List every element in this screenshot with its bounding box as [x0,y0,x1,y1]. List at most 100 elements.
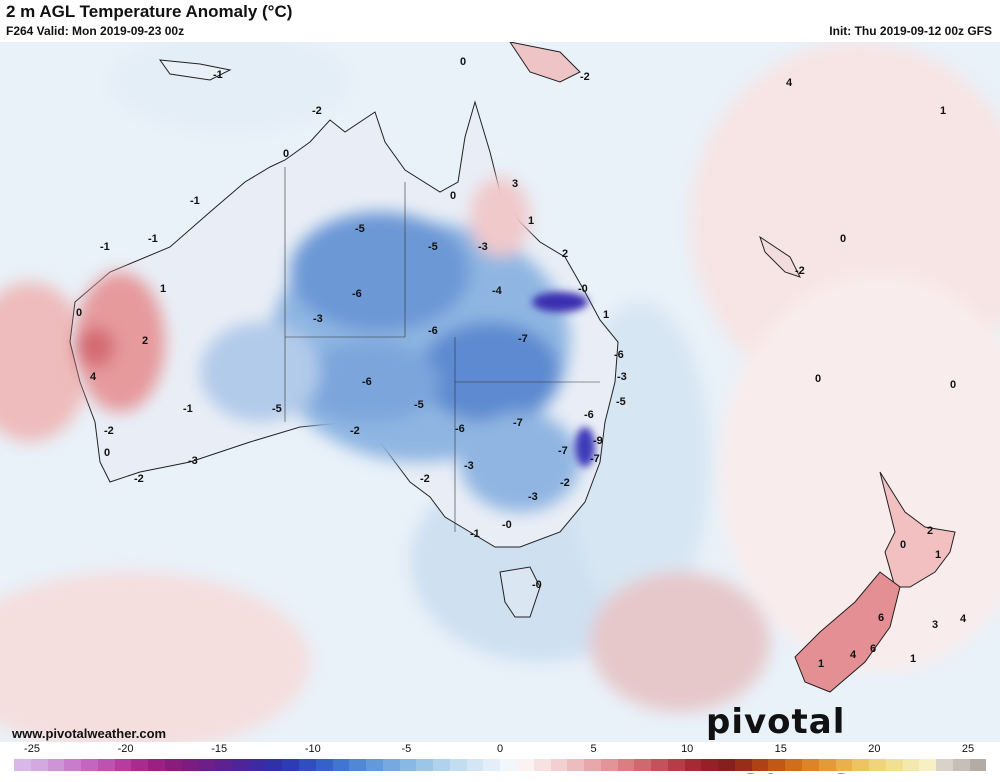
map-value-label: -3 [188,455,198,467]
colorbar-swatch [433,759,450,771]
map-value-label: -0 [502,519,512,531]
colorbar-swatch [416,759,434,771]
colorbar-swatch [449,759,467,771]
colorbar-swatch [600,759,618,771]
colorbar-swatch [14,759,31,771]
map-value-label: 0 [283,148,289,160]
colorbar-swatch [198,759,216,771]
map-value-label: -6 [455,423,465,435]
map-value-label: 3 [512,178,518,190]
colorbar-swatch [114,759,132,771]
map-value-label: 1 [528,215,534,227]
colorbar-swatch [500,759,517,771]
colorbar-swatch [952,759,970,771]
map-value-label: 2 [562,248,568,260]
map-value-label: -0 [532,579,542,591]
map-value-label: 1 [910,653,916,665]
map-value-label: -3 [528,491,538,503]
map-value-label: -3 [313,313,323,325]
map-value-label: 6 [870,643,876,655]
colorbar-swatch [667,759,685,771]
colorbar-swatches [14,759,987,771]
colorbar-tick-label: 25 [961,743,975,755]
colorbar-swatch [97,759,115,771]
colorbar-swatch [366,759,383,771]
map-value-label: -5 [616,396,626,408]
map-value-label: -3 [464,460,474,472]
anomaly-map[interactable]: -1 -2 -2 0 -1 -1 -1 0 1 0 2 4 -1 -2 0 -3 -2 -5 -5 -3 -6 -3 -4 -… [0,42,1000,742]
map-value-label: -2 [104,425,114,437]
map-value-label: -6 [428,325,438,337]
colorbar-tick-label: -5 [401,743,412,755]
colorbar-ticks: -25 -20 -15 -10 -5 0 5 10 15 20 25 [0,743,1000,757]
colorbar-swatch [131,759,149,771]
map-value-label: -5 [355,223,365,235]
header: 2 m AGL Temperature Anomaly (°C) F264 Va… [0,0,1000,42]
map-value-label: 4 [960,613,967,625]
colorbar-swatch [533,759,551,771]
colorbar-swatch [651,759,668,771]
colorbar-swatch [919,759,937,771]
colorbar-swatch [550,759,568,771]
colorbar-swatch [852,759,870,771]
colorbar-swatch [466,759,484,771]
colorbar-swatch [801,759,819,771]
map-value-label: -3 [617,371,627,383]
map-value-label: 0 [840,233,846,245]
map-value-label: -0 [578,283,588,295]
map-value-label: -5 [428,241,438,253]
colorbar-swatch [969,759,987,771]
map-value-label: 1 [160,283,166,295]
colorbar-swatch [768,759,786,771]
map-value-label: 1 [935,549,941,561]
colorbar-swatch [584,759,601,771]
map-value-label: -5 [272,403,282,415]
map-value-label: -7 [518,333,528,345]
map-value-label: -6 [362,376,372,388]
colorbar-swatch [148,759,165,771]
state-borders [284,167,600,532]
colorbar-tick-label: -20 [117,743,134,755]
colorbar-swatch [315,759,333,771]
colorbar-swatch [567,759,585,771]
map-value-label: 0 [104,447,110,459]
map-value-label: -2 [312,105,322,117]
colorbar-tick-label: -15 [211,743,228,755]
map-value-label: 1 [940,105,946,117]
map-value-label: 0 [76,307,82,319]
colorbar-swatch [265,759,283,771]
map-value-label: -5 [414,399,424,411]
colorbar-swatch [902,759,920,771]
map-value-label: -2 [560,477,570,489]
cold-cores [532,292,595,467]
colorbar-swatch [349,759,367,771]
map-title: 2 m AGL Temperature Anomaly (°C) [6,2,293,21]
colorbar-swatch [215,759,232,771]
map-value-label: 0 [460,56,466,68]
map-value-label: -2 [580,71,590,83]
colorbar-tick-label: -10 [304,743,321,755]
colorbar-swatch [382,759,400,771]
map-value-label: -6 [352,288,362,300]
map-value-label: 1 [818,658,824,670]
map-value-label: 6 [878,612,884,624]
colorbar-swatch [835,759,853,771]
colorbar-swatch [399,759,417,771]
colorbar-swatch [751,759,769,771]
colorbar-swatch [936,759,953,771]
map-value-label: -1 [148,233,158,245]
colorbar-swatch [818,759,836,771]
colorbar-swatch [231,759,249,771]
colorbar-tick-label: 0 [496,743,504,755]
source-url[interactable]: www.pivotalweather.com [12,726,167,741]
map-value-label: -7 [558,445,568,457]
map-value-label: 1 [603,309,609,321]
colorbar-swatch [869,759,886,771]
map-value-label: 2 [927,525,933,537]
colorbar-tick-label: 15 [774,743,787,755]
init-time: Init: Thu 2019-09-12 00z GFS [829,24,992,38]
valid-time: F264 Valid: Mon 2019-09-23 00z [6,24,185,38]
colorbar-swatch [299,759,316,771]
map-value-label: 3 [932,619,938,631]
map-value-label: 0 [950,379,956,391]
